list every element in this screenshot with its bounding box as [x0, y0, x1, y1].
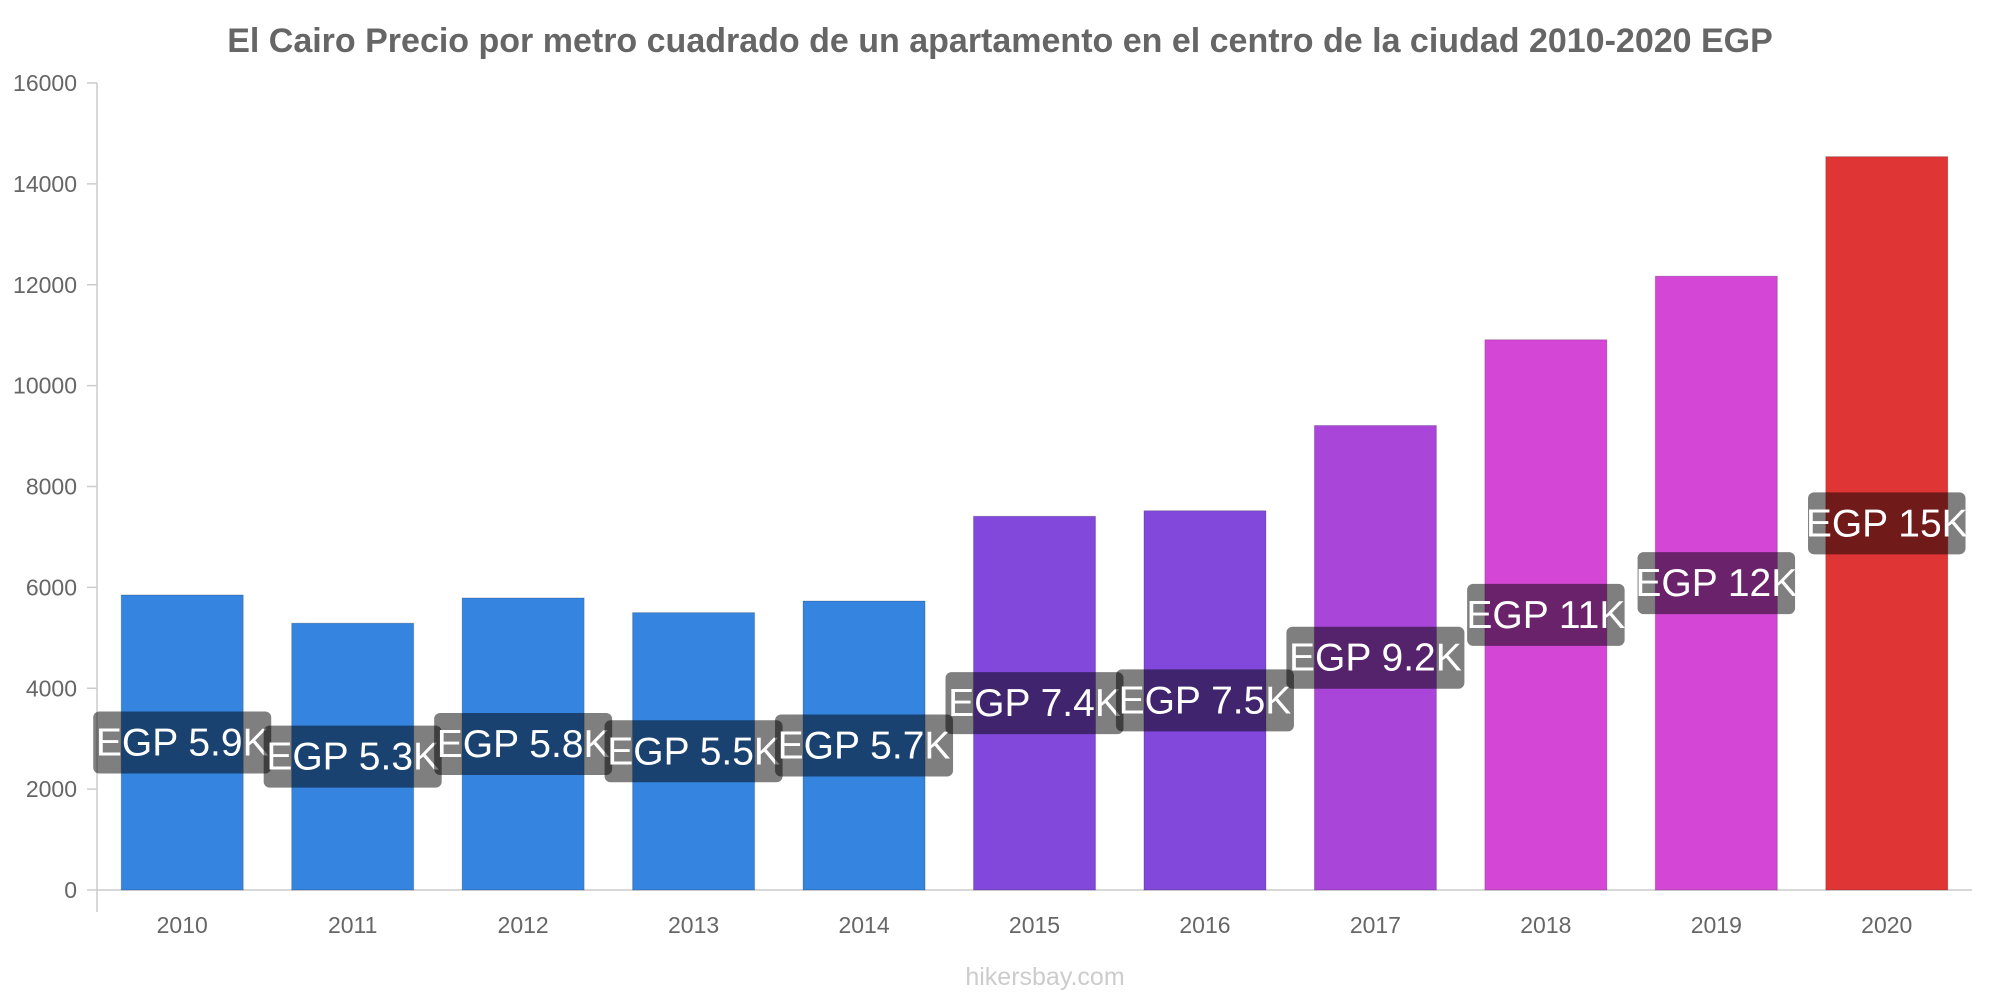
- data-label-badge: [1637, 552, 1796, 615]
- x-tick-label: 2020: [1861, 912, 1912, 938]
- data-label: EGP 7.5K: [1119, 679, 1292, 722]
- data-label: EGP 12K: [1635, 562, 1797, 605]
- data-label-badge: [1808, 492, 1966, 555]
- y-tick-label: 12000: [13, 272, 77, 298]
- y-tick-label: 6000: [26, 574, 77, 600]
- data-label-badge: [775, 714, 954, 777]
- data-label: EGP 5.5K: [607, 730, 780, 773]
- data-label-badge: [263, 725, 442, 788]
- data-label-badge: [1286, 626, 1465, 689]
- x-tick-label: 2018: [1520, 912, 1571, 938]
- x-tick-label: 2011: [328, 912, 377, 938]
- y-tick-label: 14000: [13, 171, 77, 197]
- x-tick-label: 2016: [1179, 912, 1230, 938]
- x-tick-label: 2010: [157, 912, 208, 938]
- data-label-badge: [945, 672, 1124, 735]
- y-axis: 0 2000 4000 6000 8000 10000 12000 14000 16000: [13, 70, 98, 912]
- x-tick-label: 2014: [838, 912, 889, 938]
- data-label: EGP 5.7K: [778, 724, 951, 767]
- data-label: EGP 5.8K: [437, 723, 610, 766]
- data-label: EGP 5.9K: [96, 721, 269, 764]
- y-tick-label: 8000: [26, 474, 77, 500]
- data-label-badge: [93, 711, 272, 774]
- chart-title: El Cairo Precio por metro cuadrado de un…: [227, 22, 1773, 60]
- data-label-badge: [434, 712, 613, 775]
- y-tick-label: 0: [64, 877, 77, 903]
- x-tick-label: 2015: [1009, 912, 1060, 938]
- y-tick-label: 10000: [13, 373, 77, 399]
- data-label: EGP 15K: [1806, 502, 1968, 545]
- data-label: EGP 5.3K: [266, 736, 439, 779]
- x-tick-label: 2019: [1691, 912, 1742, 938]
- data-label-badge: [604, 720, 783, 783]
- y-tick-label: 4000: [26, 675, 77, 701]
- y-tick-label: 16000: [13, 70, 77, 96]
- data-label: EGP 11K: [1466, 594, 1625, 637]
- watermark: hikersbay.com: [965, 963, 1124, 991]
- x-tick-label: 2012: [498, 912, 549, 938]
- y-tick-label: 2000: [26, 776, 77, 802]
- x-tick-label: 2017: [1350, 912, 1401, 938]
- x-axis: 2010 2011 2012 2013 2014 2015 2016 2017 2018 2019…: [97, 889, 1972, 938]
- data-label-badge: [1467, 583, 1625, 646]
- data-label: EGP 9.2K: [1289, 637, 1462, 680]
- data-label-badge: [1115, 669, 1294, 732]
- x-tick-label: 2013: [668, 912, 719, 938]
- data-label: EGP 7.4K: [948, 682, 1121, 725]
